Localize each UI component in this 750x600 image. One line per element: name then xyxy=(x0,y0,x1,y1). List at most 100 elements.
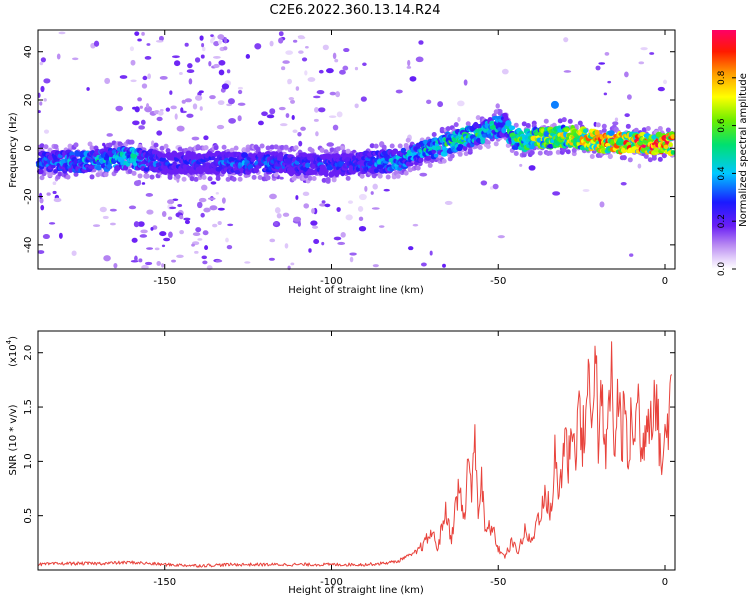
spectrogram-noise-cell xyxy=(336,207,341,212)
y-tick-label: 1.5 xyxy=(23,399,34,415)
spectrogram-noise-cell xyxy=(134,106,140,113)
spectrogram-ridge-halo xyxy=(565,149,571,155)
spectrogram-noise-cell xyxy=(340,232,346,238)
spectrogram-noise-cell xyxy=(326,68,334,74)
spectrogram-noise-cell xyxy=(278,106,286,111)
spectrogram-noise-cell xyxy=(292,129,298,134)
spectrogram-noise-cell xyxy=(40,85,45,93)
spectrogram-ridge-cell xyxy=(53,169,58,174)
spectrogram-noise-cell xyxy=(437,101,444,108)
spectrogram-noise-cell xyxy=(194,250,199,254)
spectrogram-noise-cell xyxy=(329,91,336,96)
spectrogram-noise-cell xyxy=(109,222,116,226)
spectrogram-ridge-halo xyxy=(475,115,481,121)
spectrogram-noise-cell xyxy=(172,198,179,201)
spectrogram-noise-cell xyxy=(563,37,569,43)
spectrogram-ridge-halo xyxy=(657,156,663,162)
spectrogram-ridge-halo xyxy=(39,175,45,181)
spectrogram-noise-cell xyxy=(273,221,279,226)
spectrogram-noise-cell xyxy=(297,131,302,137)
spectrogram-noise-cell xyxy=(139,234,148,238)
spectrogram-noise-cell xyxy=(217,221,222,226)
spectrogram-ridge-halo xyxy=(547,150,553,156)
spectrogram-noise-cell xyxy=(303,203,310,209)
spectrogram-noise-cell xyxy=(209,205,218,211)
spectrogram-ridge-cell xyxy=(594,129,600,136)
spectrogram-noise-cell xyxy=(169,206,177,210)
spectrogram-ridge-halo xyxy=(311,175,317,181)
spectrogram-noise-cell xyxy=(519,163,523,167)
snr-y-label: SNR (10 * v/v) xyxy=(8,404,19,475)
snr-scale-suffix: ) xyxy=(8,336,19,340)
spectrogram-noise-cell xyxy=(131,237,138,243)
spectrogram-noise-cell xyxy=(285,50,294,55)
spectrogram-noise-cell xyxy=(595,65,601,71)
spectrogram-noise-cell xyxy=(349,256,354,263)
spectrogram-noise-cell xyxy=(209,95,216,100)
snr-x-label: Height of straight line (km) xyxy=(288,585,424,596)
spectrogram-ridge-halo xyxy=(73,142,79,148)
spectrogram-ridge-cell xyxy=(95,165,102,171)
spectrogram-noise-cell xyxy=(604,51,610,56)
spectrogram-ridge-halo xyxy=(505,142,511,148)
spectrogram-noise-cell xyxy=(43,98,47,102)
spectrogram-ridge-cell xyxy=(668,142,673,148)
spectrogram-noise-cell xyxy=(279,176,284,180)
spectrogram-noise-cell xyxy=(163,237,171,242)
spectrogram-noise-cell xyxy=(39,61,44,66)
spectrogram-ridge-halo xyxy=(529,150,535,156)
spectrogram-ridge-halo xyxy=(601,123,607,129)
spectrogram-noise-cell xyxy=(40,204,45,211)
spectrogram-noise-cell xyxy=(201,255,207,260)
spectrogram-ridge-halo xyxy=(329,147,335,153)
spectrogram-ridge-halo xyxy=(233,145,239,151)
spectrogram-ridge-halo xyxy=(573,124,579,130)
spectrogram-noise-cell xyxy=(192,232,201,236)
spectrogram-noise-cell xyxy=(278,37,284,44)
spectrogram-ridge-halo xyxy=(175,174,181,180)
spectrogram-noise-cell xyxy=(372,264,379,268)
spectrogram-noise-cell xyxy=(276,213,282,219)
spectrogram-ridge-halo xyxy=(335,146,341,152)
colorbar-tick-label: 0.0 xyxy=(717,262,727,277)
spectrogram-noise-cell xyxy=(407,246,414,251)
spectrogram-noise-cell xyxy=(457,100,465,107)
spectrogram-noise-cell xyxy=(244,261,251,264)
y-tick-label: 0.5 xyxy=(23,508,34,524)
spectrogram-ridge-cell xyxy=(605,142,611,148)
spectrogram-frame xyxy=(37,29,676,270)
spectrogram-noise-cell xyxy=(237,89,243,95)
spectrogram-ridge-halo xyxy=(465,121,471,127)
spectrogram-noise-cell xyxy=(86,87,90,91)
spectrogram-ridge-halo xyxy=(657,125,663,131)
spectrogram-noise-cell xyxy=(378,225,385,228)
spectrogram-ridge-halo xyxy=(665,127,671,133)
spectrogram-ridge-halo xyxy=(153,142,159,148)
spectrogram-ridge-halo xyxy=(561,117,567,123)
spectrogram-ridge-halo xyxy=(589,153,595,159)
spectrogram-noise-cell xyxy=(186,69,195,74)
spectrogram-noise-cell xyxy=(140,119,146,125)
spectrogram-noise-cell xyxy=(167,199,175,205)
spectrogram-ridge-halo xyxy=(53,144,59,150)
spectrogram-noise-cell xyxy=(281,66,286,71)
spectrogram-noise-cell xyxy=(312,225,319,229)
spectrogram-noise-cell xyxy=(154,247,160,251)
spectrogram-noise-cell xyxy=(383,188,390,192)
spectrogram-ridge-halo xyxy=(187,146,193,152)
spectrogram-ridge-halo xyxy=(403,170,409,176)
spectrogram-ridge-halo xyxy=(107,142,113,148)
spectrogram-ridge-halo xyxy=(477,144,483,150)
spectrogram-noise-cell xyxy=(295,195,299,200)
spectrogram-ridge-halo xyxy=(331,177,337,183)
spectrogram-noise-cell xyxy=(192,103,198,110)
spectrogram-noise-cell xyxy=(371,207,380,210)
spectrogram-noise-cell xyxy=(480,180,488,186)
snr-scale-factor: (x104) xyxy=(5,336,19,367)
spectrogram-noise-cell xyxy=(201,184,208,191)
spectrogram-ridge-halo xyxy=(595,122,601,128)
snr-panel: -150 -100 -50 0 0.5 1.0 1.5 2.0 Height of stra… xyxy=(5,330,676,596)
spectrogram-ridge-halo xyxy=(389,143,395,149)
spectrogram-ridge-layer xyxy=(35,100,676,184)
spectrogram-ridge-cell xyxy=(433,153,439,158)
